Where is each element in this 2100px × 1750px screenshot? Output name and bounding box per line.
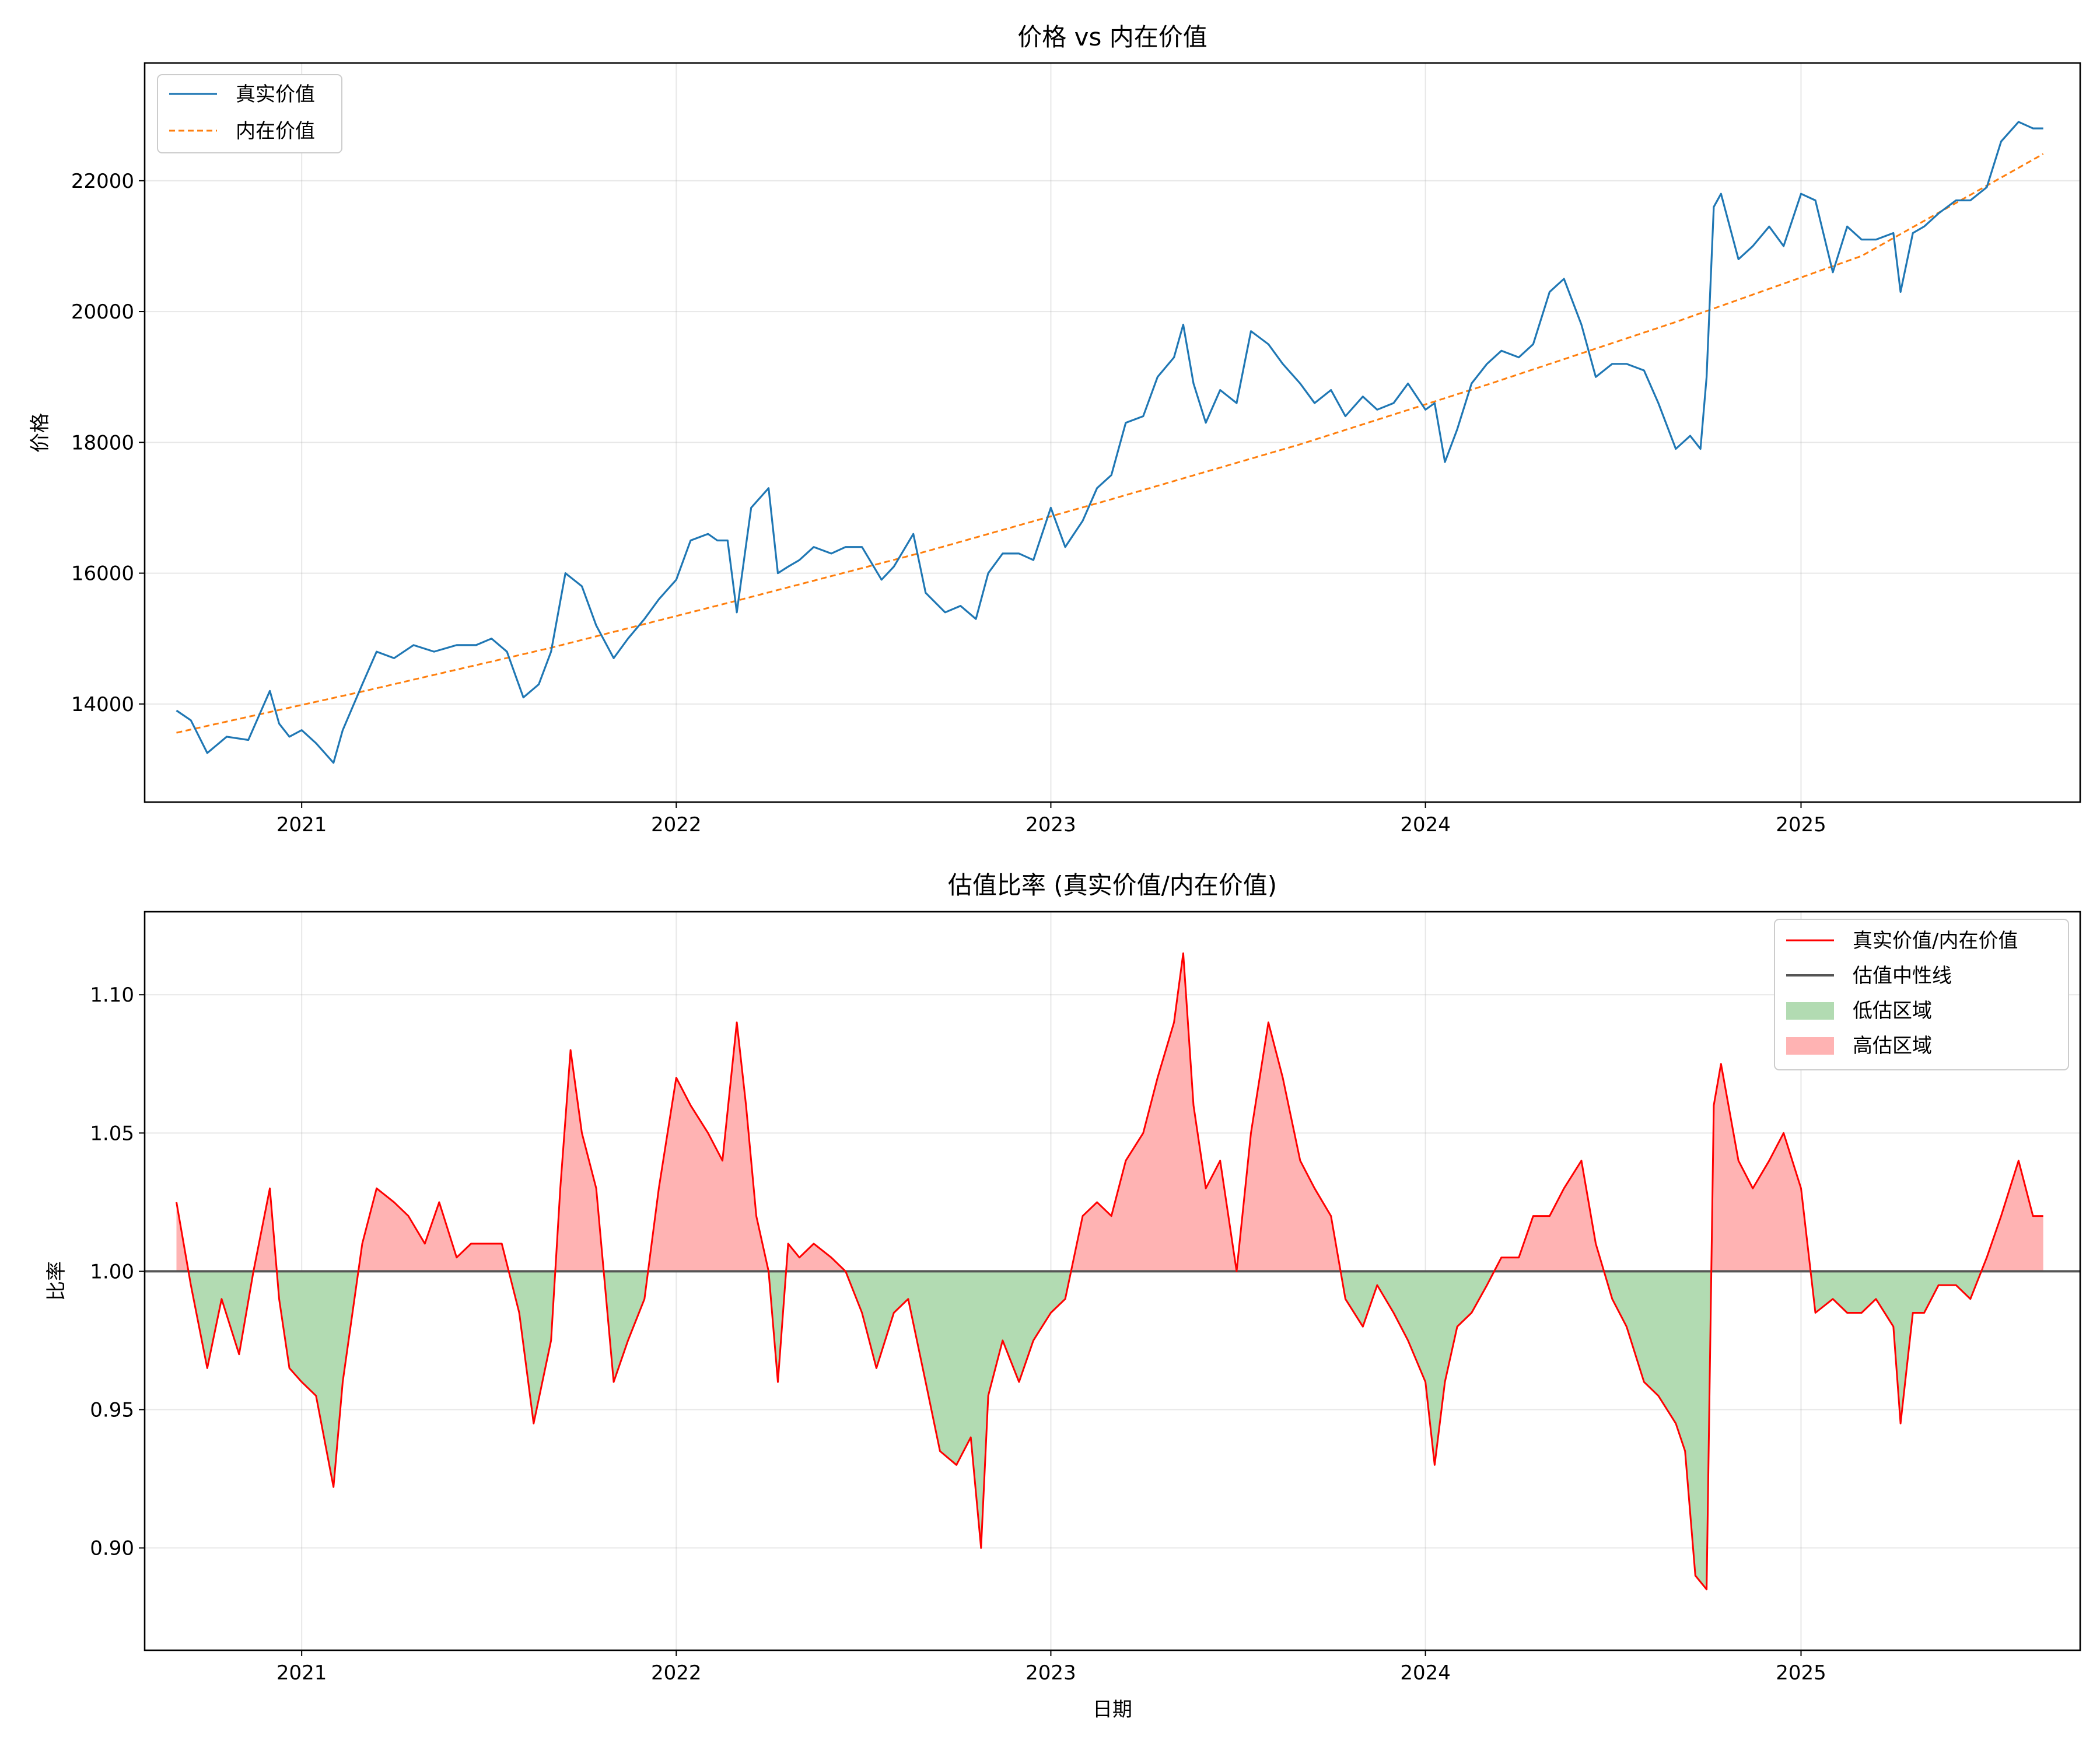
x-tick-label: 2025 [1776, 813, 1826, 836]
legend-intrinsic-label: 内在价值 [236, 120, 315, 143]
y-tick-label: 20000 [71, 300, 134, 324]
intrinsic-value-line [176, 153, 2044, 734]
legend-ratio-label: 真实价值/内在价值 [1853, 929, 2018, 953]
ratio-line [176, 952, 2043, 1591]
ratio-chart: 估值比率 (真实价值/内在价值) 2021 2022 2023 2024 2025 0.… [45, 871, 2081, 1721]
x-tick-label: 2023 [1026, 813, 1076, 836]
price-chart-y-ticks: 14000 16000 18000 20000 22000 [71, 170, 145, 716]
y-tick-label: 0.90 [90, 1537, 134, 1560]
ratio-chart-x-ticks: 2021 2022 2023 2024 2025 [276, 1650, 1826, 1685]
price-y-axis-label: 价格 [29, 413, 52, 453]
x-tick-label: 2021 [276, 1661, 327, 1685]
x-tick-label: 2022 [651, 813, 702, 836]
ratio-legend: 真实价值/内在价值 估值中性线 低估区域 高估区域 [1774, 919, 2069, 1070]
price-chart-title: 价格 vs 内在价值 [1017, 23, 1207, 51]
price-legend: 真实价值 内在价值 [157, 74, 342, 153]
overvalued-area [176, 953, 2043, 1272]
legend-over-swatch [1786, 1037, 1834, 1055]
legend-neutral-label: 估值中性线 [1853, 964, 1952, 988]
price-chart-frame [144, 62, 2081, 803]
ratio-legend-box [1774, 919, 2069, 1070]
legend-under-swatch [1786, 1002, 1834, 1020]
x-tick-label: 2021 [276, 813, 327, 836]
x-tick-label: 2024 [1400, 1661, 1451, 1685]
ratio-x-axis-label: 日期 [1093, 1698, 1132, 1721]
y-tick-label: 1.00 [90, 1260, 134, 1283]
x-tick-label: 2023 [1026, 1661, 1076, 1685]
y-tick-label: 18000 [71, 431, 134, 454]
price-line [176, 121, 2043, 764]
y-tick-label: 16000 [71, 562, 134, 586]
x-tick-label: 2022 [651, 1661, 702, 1685]
y-tick-label: 22000 [71, 170, 134, 193]
price-chart-x-ticks: 2021 2022 2023 2024 2025 [276, 802, 1826, 836]
y-tick-label: 0.95 [90, 1398, 134, 1422]
legend-price-label: 真实价值 [236, 83, 315, 106]
ratio-chart-frame [144, 911, 2081, 1651]
undervalued-area [188, 1271, 1982, 1590]
y-tick-label: 1.05 [90, 1122, 134, 1145]
legend-over-label: 高估区域 [1853, 1034, 1932, 1058]
y-tick-label: 1.10 [90, 984, 134, 1007]
ratio-chart-y-ticks: 0.90 0.95 1.00 1.05 1.10 [90, 984, 145, 1560]
legend-under-label: 低估区域 [1853, 999, 1932, 1023]
ratio-y-axis-label: 比率 [45, 1261, 68, 1301]
price-chart: 价格 vs 内在价值 2021 2022 2023 2024 2025 14000 160… [29, 23, 2081, 836]
x-tick-label: 2025 [1776, 1661, 1826, 1685]
y-tick-label: 14000 [71, 693, 134, 716]
price-chart-grid [145, 63, 2080, 802]
ratio-chart-title: 估值比率 (真实价值/内在价值) [948, 871, 1277, 900]
x-tick-label: 2024 [1400, 813, 1451, 836]
